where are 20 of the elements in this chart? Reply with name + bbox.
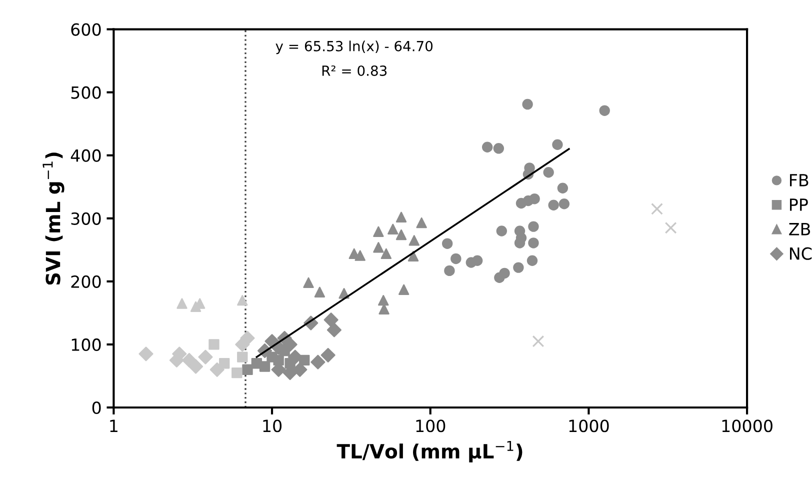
- y-tick-label: 300: [71, 212, 101, 225]
- annotation: R² = 0.83: [322, 65, 387, 76]
- x-axis-title: TL/Vol (mm µL$^{−1}$): [336, 440, 522, 462]
- y-tick-label: 500: [71, 86, 101, 99]
- y-tick-label: 200: [71, 275, 101, 288]
- x-tick-label: 10: [263, 420, 282, 432]
- x-tick-label: 1: [110, 420, 118, 432]
- legend-label: NC: [790, 247, 812, 260]
- y-tick-label: 0: [92, 401, 101, 414]
- y-tick-label: 400: [70, 149, 101, 162]
- legend-label: FB: [790, 174, 808, 186]
- legend-label: ZB: [789, 223, 810, 236]
- annotation: y = 65.53 ln(x) - 64.70: [276, 40, 433, 54]
- x-tick-label: 100: [416, 420, 446, 432]
- legend-label: PP: [790, 198, 808, 211]
- y-axis-title: SVI (mL g$^{−1}$): [42, 152, 64, 285]
- x-tick-label: 10000: [722, 420, 772, 432]
- y-tick-label: 600: [71, 23, 101, 36]
- y-tick-label: 100: [72, 338, 101, 352]
- x-tick-label: 1000: [569, 420, 609, 432]
